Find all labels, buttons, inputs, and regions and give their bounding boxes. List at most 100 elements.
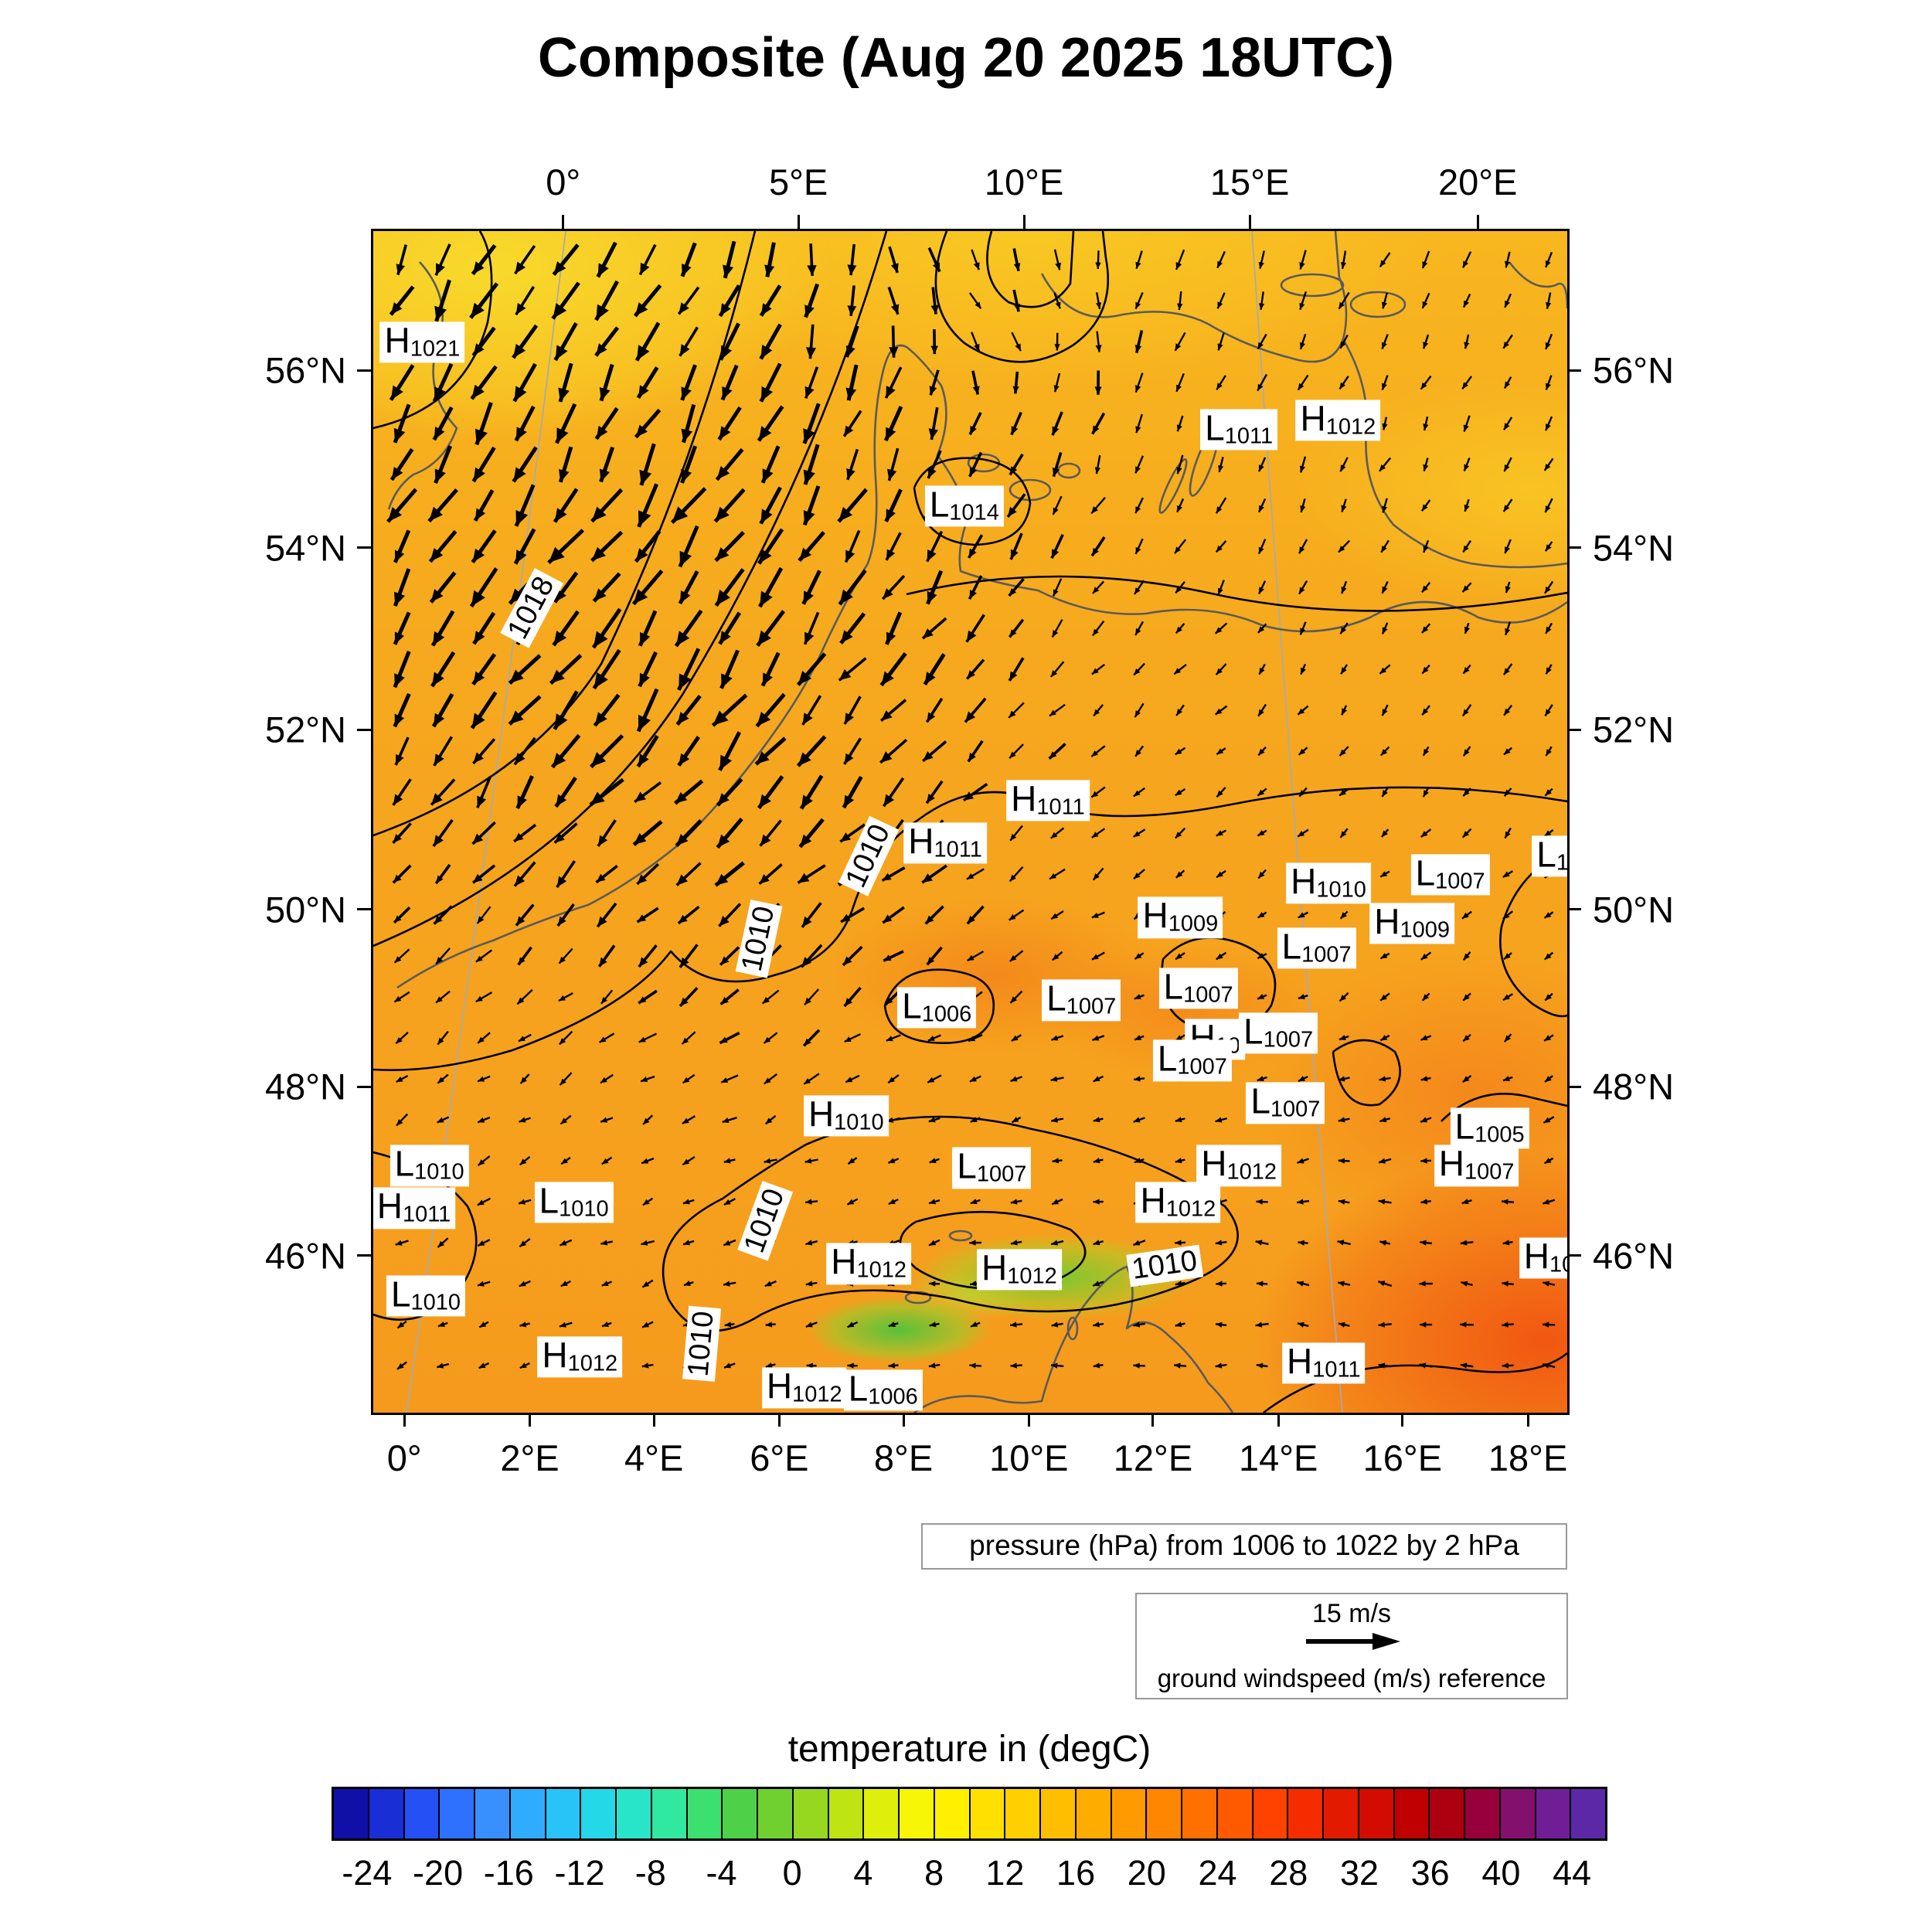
axis-tick-label-right: 50°N — [1593, 889, 1675, 930]
pressure-center-label-h1009: H1009 — [1138, 896, 1223, 938]
axis-tick-label-top: 10°E — [984, 162, 1064, 202]
pressure-center-label-h1010: H1010 — [803, 1095, 889, 1137]
wind-legend: 15 m/s ground windspeed (m/s) reference — [1135, 1593, 1568, 1699]
pressure-center-label-l1006: L1006 — [843, 1369, 923, 1411]
colorbar-tick-label: -24 — [342, 1853, 393, 1893]
pressure-center-label-l1006: L1006 — [897, 986, 977, 1029]
pressure-center-label-l1010: L1010 — [534, 1182, 614, 1223]
axis-tick-label-right: 56°N — [1593, 349, 1675, 391]
pressure-center-label-l1005: L1005 — [1450, 1107, 1529, 1149]
pressure-center-label-h1011: H1011 — [1282, 1342, 1366, 1384]
pressure-center-label-l1010: L1010 — [389, 1145, 469, 1187]
pressure-center-label-h1007: H1007 — [1434, 1145, 1519, 1187]
colorbar-segment — [438, 1789, 474, 1838]
axis-tick-bottom — [1151, 1413, 1155, 1427]
colorbar-segment — [1004, 1789, 1039, 1838]
axis-tick-bottom — [777, 1413, 781, 1427]
colorbar-segment — [721, 1789, 757, 1838]
colorbar-segment — [1287, 1789, 1322, 1838]
axis-tick-label-left: 48°N — [264, 1066, 346, 1107]
axis-tick-label-bottom: 2°E — [500, 1437, 560, 1478]
colorbar-segment — [1181, 1789, 1216, 1838]
pressure-center-label-l1010: L1010 — [386, 1275, 466, 1317]
pressure-caption: pressure (hPa) from 1006 to 1022 by 2 hP… — [921, 1523, 1567, 1570]
axis-tick-label-left: 46°N — [264, 1235, 346, 1277]
colorbar-tick-label: 12 — [985, 1853, 1025, 1893]
colorbar-segment — [1039, 1789, 1075, 1838]
axis-tick-left — [357, 1254, 371, 1257]
colorbar-segment — [403, 1789, 439, 1838]
colorbar-tick-label: 24 — [1198, 1853, 1237, 1893]
colorbar-tick-label: 28 — [1269, 1853, 1308, 1893]
colorbar-segment — [933, 1789, 969, 1838]
colorbar-tick-label: 4 — [853, 1853, 873, 1893]
axis-tick-label-left: 52°N — [264, 709, 346, 750]
axis-tick-label-top: 15°E — [1209, 162, 1290, 202]
axis-tick-left — [357, 728, 371, 731]
axis-tick-left — [357, 908, 371, 911]
colorbar-segment — [615, 1789, 651, 1838]
axis-tick-left — [357, 1085, 371, 1088]
axis-tick-label-top: 0° — [546, 162, 581, 202]
colorbar-tick-label: 32 — [1339, 1853, 1379, 1893]
axis-tick-label-right: 54°N — [1593, 527, 1675, 569]
colorbar-segment — [334, 1789, 368, 1838]
pressure-center-label-l1011: L1011 — [1200, 409, 1278, 451]
axis-tick-top — [1022, 215, 1026, 229]
colorbar-segment — [509, 1789, 545, 1838]
axis-tick-left — [357, 369, 371, 372]
pressure-center-label-l1007: L1007 — [1158, 968, 1238, 1009]
wind-legend-caption: ground windspeed (m/s) reference — [1157, 1664, 1546, 1692]
colorbar-segment — [1570, 1789, 1605, 1838]
axis-tick-right — [1567, 908, 1581, 911]
colorbar-tick-label: 40 — [1481, 1853, 1521, 1893]
pressure-center-label-h1012: H1012 — [976, 1249, 1062, 1291]
axis-tick-label-bottom: 14°E — [1238, 1437, 1318, 1478]
axis-tick-label-bottom: 4°E — [624, 1437, 684, 1478]
axis-tick-bottom — [528, 1413, 531, 1427]
axis-tick-left — [357, 546, 371, 549]
pressure-center-label-h1021: H1021 — [379, 321, 465, 363]
pressure-center-label-l1007: L1007 — [1410, 854, 1490, 896]
colorbar-tick-label: -20 — [413, 1853, 464, 1893]
pressure-center-label-h1011: H1011 — [903, 822, 987, 864]
colorbar-segment — [791, 1789, 828, 1838]
pressure-center-label-h1009: H1009 — [1369, 903, 1455, 944]
colorbar-tick-label: 0 — [782, 1853, 802, 1893]
colorbar-tick-label: -8 — [634, 1853, 666, 1893]
pressure-center-label-h1011: H1011 — [373, 1187, 456, 1230]
colorbar-segment — [1393, 1789, 1429, 1838]
colorbar-segment — [1110, 1789, 1146, 1838]
colorbar-segment — [968, 1789, 1005, 1838]
axis-tick-bottom — [1526, 1413, 1529, 1427]
pressure-center-label-h100: H100 — [1519, 1237, 1567, 1279]
axis-tick-right — [1567, 546, 1581, 549]
pressure-center-label-l1007: L1007 — [1239, 1012, 1318, 1054]
plot-title: Composite (Aug 20 2025 18UTC) — [537, 27, 1395, 89]
pressure-caption-text: pressure (hPa) from 1006 to 1022 by 2 hP… — [969, 1529, 1519, 1561]
axis-tick-bottom — [1277, 1413, 1280, 1427]
pressure-center-label-h1012: H1012 — [1295, 400, 1381, 441]
colorbar-segment — [1074, 1789, 1111, 1838]
axis-tick-bottom — [403, 1413, 406, 1427]
colorbar-segment — [1251, 1789, 1287, 1838]
colorbar-tick-label: 20 — [1127, 1853, 1166, 1893]
colorbar-segment — [580, 1789, 615, 1838]
pressure-center-layer: H1021 L1011 H1012 L1014 H1011 H1011 H1010 L1007… — [373, 231, 1567, 1413]
colorbar-tick-label: -16 — [483, 1853, 534, 1893]
pressure-center-label-h1012: H1012 — [826, 1243, 912, 1284]
axis-tick-bottom — [652, 1413, 655, 1427]
pressure-center-label-h1010: H1010 — [1286, 862, 1371, 904]
colorbar-tick-label: 36 — [1410, 1853, 1450, 1893]
axis-tick-label-bottom: 12°E — [1113, 1437, 1193, 1478]
colorbar-tick-labels: -24 -20 -16 -12 -8 -4 0 4 8 12 16 20 24 28 32 36 40 44 — [0, 1853, 1932, 1900]
axis-tick-label-left: 50°N — [264, 889, 346, 930]
axis-tick-right — [1567, 369, 1581, 372]
map-canvas: 1018 1010 1010 1010 1010 1010 H1021 L1011 H1012… — [371, 229, 1570, 1415]
pressure-center-label-l1014: L1014 — [924, 485, 1004, 527]
axis-tick-label-right: 48°N — [1593, 1066, 1675, 1107]
colorbar-tick-label: 44 — [1553, 1853, 1592, 1893]
pressure-center-label-l1007: L1007 — [1152, 1039, 1232, 1081]
pressure-center-label-h1012: H1012 — [1135, 1182, 1221, 1223]
pressure-center-label-h1012: H1012 — [1196, 1145, 1281, 1187]
